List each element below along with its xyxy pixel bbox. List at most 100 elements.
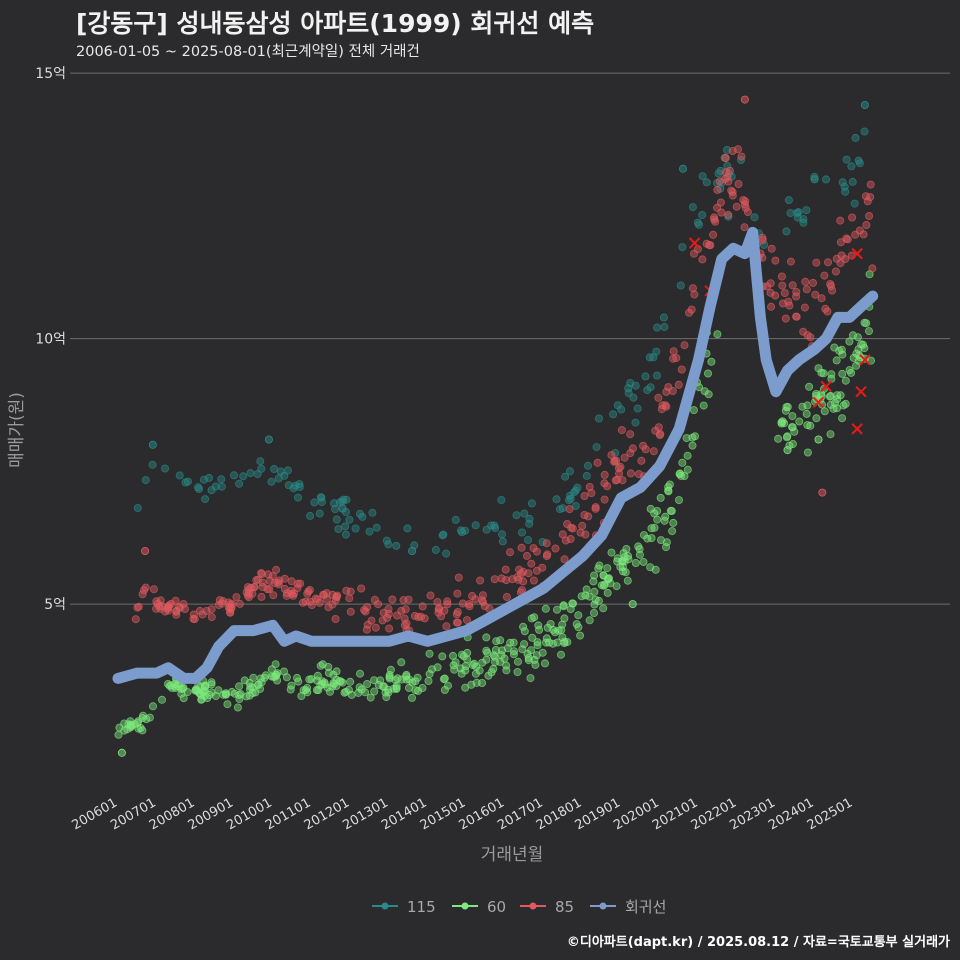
data-point-85 <box>662 387 671 396</box>
data-point-85 <box>792 312 801 321</box>
data-point-85 <box>732 202 741 211</box>
data-point-85 <box>721 174 730 183</box>
data-point-60 <box>532 651 541 660</box>
data-point-60 <box>788 412 797 421</box>
data-point-85 <box>307 601 316 610</box>
data-point-85 <box>224 598 233 607</box>
data-point-115 <box>676 281 685 290</box>
data-point-60 <box>605 574 614 583</box>
data-point-115 <box>295 480 304 489</box>
data-point-60 <box>790 427 799 436</box>
data-point-60 <box>795 417 804 426</box>
data-point-85 <box>305 586 314 595</box>
data-point-85 <box>855 226 864 235</box>
data-point-85 <box>737 152 746 161</box>
data-point-60 <box>376 676 385 685</box>
data-point-85 <box>758 233 767 242</box>
data-point-60 <box>240 676 249 685</box>
data-point-60 <box>574 611 583 620</box>
y-tick-label: 5억 <box>44 597 66 613</box>
data-point-115 <box>802 206 811 215</box>
data-point-60 <box>245 678 254 687</box>
data-point-85 <box>257 570 266 579</box>
data-point-60 <box>214 686 223 695</box>
data-point-115 <box>456 526 465 535</box>
data-point-60 <box>286 685 295 694</box>
data-point-60 <box>384 688 393 697</box>
data-point-60 <box>233 703 242 712</box>
data-point-85 <box>656 429 665 438</box>
data-point-85 <box>443 600 452 609</box>
data-point-115 <box>595 414 604 423</box>
data-point-115 <box>204 473 213 482</box>
data-point-85 <box>172 610 181 619</box>
data-point-60 <box>806 421 815 430</box>
data-point-85 <box>346 607 355 616</box>
data-point-60 <box>838 414 847 423</box>
data-point-60 <box>457 669 466 678</box>
data-point-85 <box>785 301 794 310</box>
data-point-60 <box>699 401 708 410</box>
data-point-115 <box>854 156 863 165</box>
data-point-60 <box>662 538 671 547</box>
data-point-115 <box>698 210 707 219</box>
data-point-60 <box>841 376 850 385</box>
data-point-85 <box>164 606 173 615</box>
data-point-85 <box>141 547 150 556</box>
data-point-115 <box>624 388 633 397</box>
data-point-60 <box>569 599 578 608</box>
data-point-60 <box>407 693 416 702</box>
data-point-85 <box>717 208 726 217</box>
data-point-60 <box>599 604 608 613</box>
data-point-85 <box>478 598 487 607</box>
data-point-60 <box>179 683 188 692</box>
data-point-115 <box>235 479 244 488</box>
data-point-85 <box>767 244 776 253</box>
data-point-85 <box>476 576 485 585</box>
data-point-85 <box>401 605 410 614</box>
data-point-85 <box>258 578 267 587</box>
data-point-85 <box>235 599 244 608</box>
data-point-115 <box>372 523 381 532</box>
data-point-60 <box>646 563 655 572</box>
data-point-85 <box>501 565 510 574</box>
data-point-85 <box>357 584 366 593</box>
data-point-85 <box>319 590 328 599</box>
data-point-60 <box>530 655 539 664</box>
data-point-85 <box>641 445 650 454</box>
legend: 115 60 85 회귀선 <box>372 898 666 916</box>
data-point-115 <box>714 169 723 178</box>
data-point-60 <box>332 667 341 676</box>
data-point-60 <box>668 527 677 536</box>
data-point-60 <box>148 702 157 711</box>
data-point-60 <box>457 650 466 659</box>
data-point-60 <box>370 687 379 696</box>
data-point-60 <box>607 548 616 557</box>
data-point-85 <box>443 597 452 606</box>
data-point-60 <box>603 588 612 597</box>
data-point-85 <box>866 180 875 189</box>
data-point-60 <box>845 337 854 346</box>
data-point-85 <box>739 195 748 204</box>
data-point-115 <box>629 393 638 402</box>
data-point-60 <box>355 669 364 678</box>
data-point-60 <box>484 671 493 680</box>
page-title: [강동구] 성내동삼성 아파트(1999) 회귀선 예측 <box>76 9 595 38</box>
data-point-115 <box>793 213 802 222</box>
data-point-115 <box>645 353 654 362</box>
data-point-60 <box>862 319 871 328</box>
data-point-60 <box>857 340 866 349</box>
data-point-60 <box>242 692 251 701</box>
data-point-85 <box>189 614 198 623</box>
legend-dot <box>599 902 607 910</box>
data-point-115 <box>382 536 391 545</box>
data-point-60 <box>802 409 811 418</box>
data-point-60 <box>572 620 581 629</box>
data-point-60 <box>812 414 821 423</box>
data-point-115 <box>611 448 620 457</box>
data-point-85 <box>669 347 678 356</box>
data-point-85 <box>345 594 354 603</box>
data-point-115 <box>217 475 226 484</box>
data-point-115 <box>643 386 652 395</box>
data-point-115 <box>194 484 203 493</box>
